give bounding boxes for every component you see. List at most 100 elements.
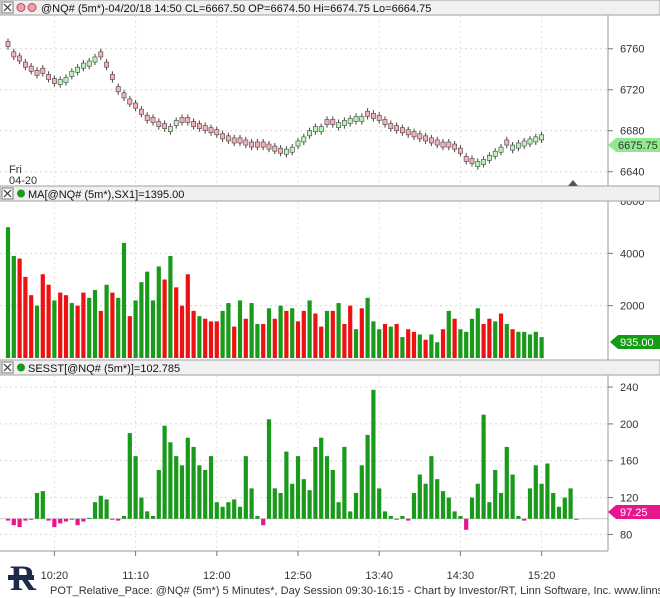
- volume-bar: [220, 310, 225, 358]
- candle-body: [330, 119, 336, 125]
- sesst-bar: [406, 518, 411, 521]
- sesst-bar: [319, 437, 324, 519]
- sesst-bar: [185, 437, 190, 519]
- sesst-bar: [46, 518, 51, 521]
- candle-body: [533, 136, 539, 143]
- sesst-bar: [116, 518, 121, 521]
- volume-bar: [458, 329, 463, 358]
- volume-bar: [400, 337, 405, 358]
- sesst-bar: [226, 502, 231, 519]
- sesst-bar: [197, 465, 202, 519]
- volume-bar: [452, 318, 457, 358]
- price-tick-label: 6640: [620, 167, 644, 179]
- volume-bar: [359, 308, 364, 358]
- sesst-bar: [539, 483, 544, 519]
- volume-panel[interactable]: [0, 201, 660, 359]
- candle-body: [104, 61, 109, 68]
- candle-body: [156, 121, 162, 127]
- status-dot-icon: [16, 3, 26, 12]
- candle-body: [46, 74, 51, 80]
- price-close-button[interactable]: [1, 1, 14, 14]
- price-panel[interactable]: [0, 0, 660, 185]
- volume-bar: [539, 337, 544, 358]
- sesst-bar: [365, 434, 370, 519]
- candle-body: [411, 131, 417, 138]
- volume-bar: [527, 334, 533, 358]
- volume-bar: [446, 310, 451, 358]
- volume-bar: [133, 300, 138, 358]
- sesst-bar: [498, 492, 504, 519]
- volume-tick-label: 4000: [620, 248, 644, 260]
- candle-body: [295, 140, 301, 147]
- sesst-bar: [214, 502, 219, 519]
- sesst-bar: [377, 488, 382, 519]
- sesst-bar: [34, 492, 40, 519]
- volume-tick-label: 2000: [620, 301, 644, 313]
- candle-body: [34, 69, 40, 76]
- sesst-bars: [5, 389, 579, 530]
- candle-body: [353, 116, 359, 122]
- volume-bar: [232, 326, 237, 358]
- sesst-bar: [75, 518, 80, 526]
- volume-bar: [191, 310, 196, 358]
- candle-body: [440, 141, 446, 148]
- volume-bar: [203, 318, 208, 358]
- price-header-text: @NQ# (5m*)-04/20/18 14:50 CL=6667.50 OP=…: [41, 3, 431, 15]
- sesst-bar: [568, 488, 573, 519]
- candle-body: [162, 123, 167, 129]
- volume-bar: [249, 303, 254, 358]
- price-candles: [5, 38, 544, 170]
- time-tick-label: 11:10: [122, 570, 149, 582]
- candle-body: [191, 121, 196, 127]
- sesst-bar: [52, 518, 57, 528]
- volume-bar: [40, 274, 45, 358]
- sesst-bar: [40, 491, 45, 519]
- candle-body: [92, 56, 98, 63]
- volume-bar: [243, 318, 248, 358]
- sesst-bar: [249, 488, 254, 519]
- sesst-panel[interactable]: [0, 375, 660, 551]
- volume-bar: [319, 326, 324, 358]
- volume-bar: [423, 339, 428, 358]
- volume-bar: [348, 305, 353, 358]
- sesst-bar: [266, 419, 272, 519]
- volume-bar: [185, 274, 190, 358]
- volume-bar: [46, 284, 51, 358]
- sesst-close-button[interactable]: [1, 361, 14, 374]
- sesst-bar: [232, 499, 237, 519]
- sesst-bar: [545, 463, 550, 519]
- volume-bar: [5, 227, 11, 358]
- sesst-bar: [139, 497, 144, 519]
- close-icon: [3, 363, 12, 372]
- candle-body: [57, 79, 63, 85]
- volume-bar: [150, 300, 156, 358]
- sesst-bar: [429, 456, 434, 519]
- candle-body: [498, 146, 504, 153]
- sesst-bar: [464, 518, 469, 530]
- volume-close-button[interactable]: [1, 187, 14, 200]
- candle-body: [457, 147, 463, 154]
- volume-bar: [29, 295, 34, 358]
- sesst-bar: [336, 502, 341, 519]
- volume-bar: [237, 300, 243, 358]
- candle-body: [197, 123, 202, 129]
- candle-body: [179, 117, 185, 123]
- volume-bar: [272, 318, 277, 358]
- sesst-bar: [446, 497, 451, 519]
- sesst-bar: [394, 518, 399, 520]
- sesst-tick-label: 240: [620, 382, 638, 394]
- candle-body: [98, 51, 104, 58]
- volume-bar: [475, 308, 480, 358]
- sesst-bar: [63, 518, 69, 522]
- volume-bar: [533, 331, 538, 358]
- price-grid: [0, 16, 608, 185]
- volume-bar: [34, 305, 40, 358]
- sesst-bar: [290, 483, 295, 519]
- status-dot-icon: [17, 189, 25, 198]
- volume-bar: [522, 331, 527, 358]
- price-last-value: 6675.75: [618, 140, 658, 152]
- volume-bar: [156, 266, 161, 358]
- candle-body: [469, 158, 475, 164]
- candle-body: [226, 135, 231, 142]
- volume-bar: [168, 255, 173, 358]
